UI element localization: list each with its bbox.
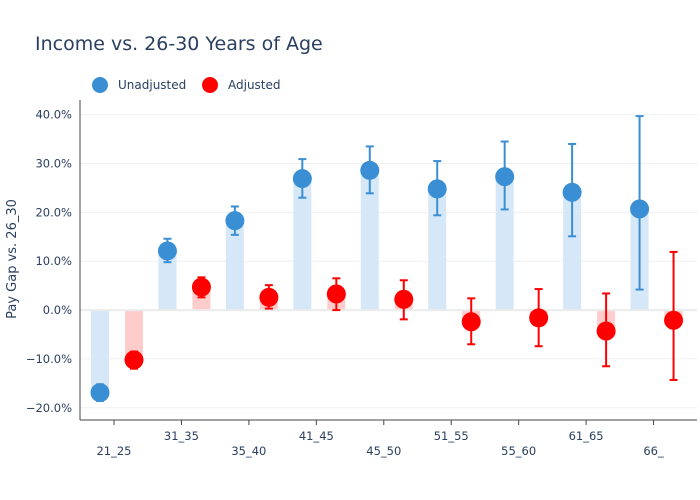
x-tick-label-35_40: 35_40 [231, 444, 266, 458]
bar-unadjusted-21_25 [91, 310, 109, 393]
bar-unadjusted-35_40 [225, 220, 244, 311]
y-tick-label: 10.0% [35, 254, 72, 268]
x-tick-label-51_55: 51_55 [434, 429, 469, 443]
bar-unadjusted-61_65 [563, 192, 582, 311]
point-adjusted-21_25 [124, 350, 144, 370]
point-unadjusted-21_25 [90, 383, 110, 403]
point-adjusted-51_55 [461, 312, 481, 332]
gridlines [80, 114, 697, 409]
bar-unadjusted-41_45 [293, 178, 312, 311]
x-tick-label-61_65: 61_65 [569, 429, 604, 443]
point-unadjusted-35_40 [225, 211, 245, 231]
x-tick-label-66_: 66_ [643, 444, 664, 458]
y-tick-label: −20.0% [26, 401, 72, 415]
point-unadjusted-31_35 [157, 241, 177, 261]
tick-labels: −20.0% −10.0% 0.0% 10.0% 20.0% 30.0% 40.0% 21_2… [26, 108, 664, 458]
points [90, 160, 684, 403]
bar-unadjusted-31_35 [158, 250, 177, 311]
axes [79, 100, 697, 425]
x-tick-label-41_45: 41_45 [299, 429, 334, 443]
y-tick-label: −10.0% [26, 352, 72, 366]
y-tick-label: 0.0% [43, 303, 72, 317]
point-unadjusted-45_50 [360, 160, 380, 180]
point-unadjusted-55_60 [495, 167, 515, 187]
legend-label-unadjusted: Unadjusted [118, 78, 186, 92]
point-unadjusted-61_65 [562, 182, 582, 202]
legend: Unadjusted Adjusted [92, 77, 281, 93]
x-tick-label-45_50: 45_50 [366, 444, 401, 458]
point-adjusted-55_60 [529, 308, 549, 328]
x-tick-label-31_35: 31_35 [164, 429, 199, 443]
bars [91, 170, 683, 393]
chart-title: Income vs. 26-30 Years of Age [35, 33, 323, 55]
point-adjusted-41_45 [326, 284, 346, 304]
bar-adjusted-21_25 [125, 310, 143, 360]
bar-unadjusted-45_50 [360, 170, 379, 311]
point-unadjusted-51_55 [427, 179, 447, 199]
legend-label-adjusted: Adjusted [228, 78, 281, 92]
legend-marker-unadjusted [92, 77, 108, 93]
point-adjusted-35_40 [259, 287, 279, 307]
error-bars [96, 115, 678, 402]
y-tick-label: 30.0% [35, 157, 72, 171]
point-adjusted-66_ [664, 310, 684, 330]
y-axis-title: Pay Gap vs. 26_30 [5, 199, 20, 319]
y-tick-label: 20.0% [35, 205, 72, 219]
bar-unadjusted-51_55 [428, 188, 447, 311]
point-unadjusted-66_ [630, 199, 650, 219]
x-tick-label-55_60: 55_60 [501, 444, 536, 458]
point-unadjusted-41_45 [292, 169, 312, 189]
point-adjusted-45_50 [394, 289, 414, 309]
y-tick-label: 40.0% [35, 108, 72, 122]
legend-marker-adjusted [202, 77, 218, 93]
bar-unadjusted-55_60 [495, 176, 514, 311]
x-tick-label-21_25: 21_25 [96, 444, 131, 458]
point-adjusted-31_35 [191, 277, 211, 297]
point-adjusted-61_65 [596, 321, 616, 341]
